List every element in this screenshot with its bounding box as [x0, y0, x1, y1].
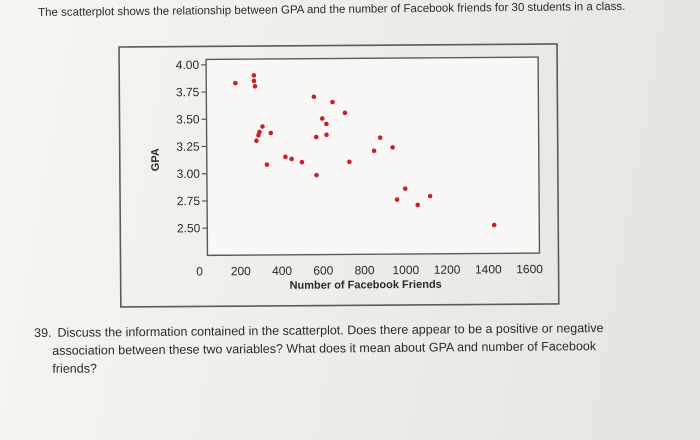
scatter-point: [342, 110, 348, 116]
x-tick-label: 800: [355, 263, 375, 277]
x-tick-label: 200: [231, 264, 251, 278]
y-tick-label: 3.50: [176, 112, 200, 126]
scatter-point: [402, 186, 408, 191]
scatter-point: [256, 132, 261, 138]
scatter-point: [311, 94, 317, 100]
x-tick-label: 1200: [434, 263, 461, 277]
scatter-point: [260, 124, 265, 129]
scatter-point: [347, 159, 352, 165]
scatter-point: [371, 148, 377, 154]
x-tick-label: 600: [313, 264, 333, 278]
x-tick-label: 0: [196, 264, 203, 278]
scatter-point: [491, 222, 497, 228]
x-tick-label: 1600: [516, 262, 543, 276]
scatter-point: [289, 156, 294, 162]
y-tick-label: 3.25: [176, 140, 200, 154]
scatter-point: [268, 130, 274, 136]
scatter-point: [233, 80, 238, 86]
scatterplot-figure: 4.00 3.75 3.50 3.25 3.00 2.75 2.50 0 200 400 600 8…: [118, 43, 560, 308]
scatter-point: [252, 83, 258, 89]
scatter-point: [394, 197, 400, 202]
scatter-point: [324, 121, 329, 127]
x-tick-label: 1000: [392, 263, 419, 277]
y-tick-label: 3.00: [176, 167, 200, 181]
scatter-point: [251, 73, 257, 78]
y-tick-label: 2.50: [177, 221, 201, 235]
y-tick-label: 3.75: [176, 85, 200, 99]
question-39: 39. Discuss the information contained in …: [34, 318, 674, 378]
y-axis-ticks: 4.00 3.75 3.50 3.25 3.00 2.75 2.50: [176, 58, 208, 235]
question-number: 39.: [34, 325, 52, 340]
scatter-point: [264, 162, 270, 167]
scatter-point: [390, 145, 395, 150]
scatter-point: [314, 172, 319, 178]
scatter-point: [283, 154, 288, 160]
data-points: [233, 73, 497, 228]
x-tick-label: 400: [272, 264, 292, 278]
scatter-point: [313, 134, 319, 140]
intro-text: The scatterplot shows the relationship b…: [38, 0, 626, 19]
chart-outer-frame: [118, 43, 560, 308]
scatterplot-svg: 4.00 3.75 3.50 3.25 3.00 2.75 2.50 0 200 400 600 8…: [118, 43, 560, 308]
x-axis-ticks: 0 200 400 600 800 1000 1200 1400 1600: [196, 262, 543, 278]
y-tick-label: 4.00: [176, 58, 200, 72]
scatter-point: [254, 138, 259, 144]
scatter-point: [427, 193, 433, 199]
scatter-point: [251, 78, 257, 84]
scatter-point: [377, 135, 383, 140]
scatter-point: [415, 202, 421, 208]
x-tick-label: 1400: [475, 262, 502, 276]
scatter-point: [330, 99, 335, 105]
scatter-point: [319, 116, 325, 121]
y-axis-label: GPA: [150, 148, 162, 171]
scatter-point: [299, 159, 305, 165]
x-axis-label: Number of Facebook Friends: [290, 279, 442, 292]
scatter-point: [324, 132, 329, 138]
y-tick-label: 2.75: [177, 194, 201, 208]
plot-area: [205, 56, 541, 257]
